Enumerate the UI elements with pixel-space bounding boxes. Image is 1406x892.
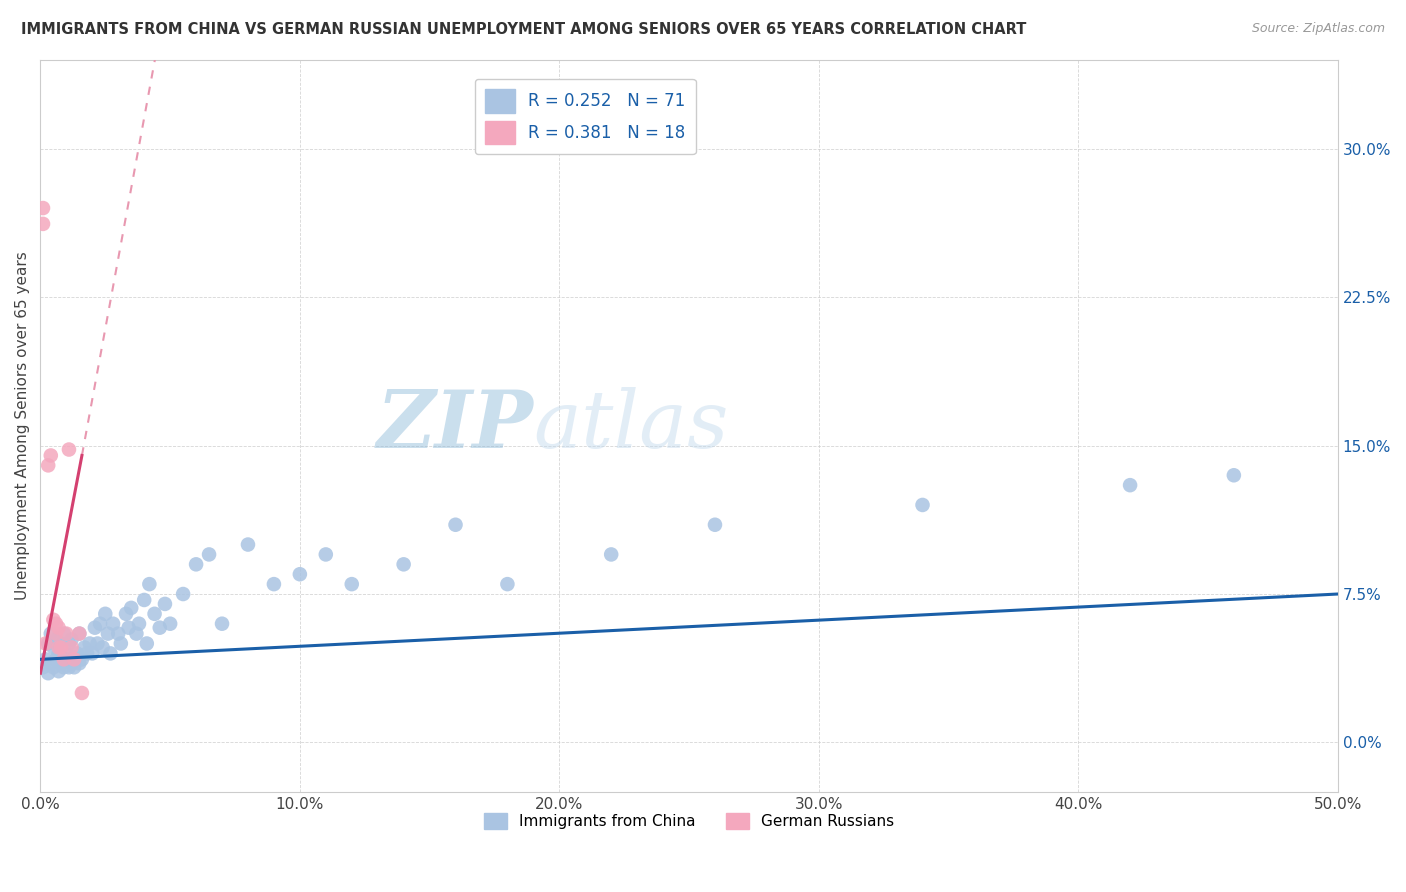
Point [143,607,166,621]
Point [39,449,62,463]
Point [39,626,62,640]
Text: Source: ZipAtlas.com: Source: ZipAtlas.com [1251,22,1385,36]
Text: atlas: atlas [533,387,728,465]
Point [83,621,105,635]
Point [58,442,80,457]
Point [70,686,93,700]
Point [39,657,62,671]
Point [63,652,86,666]
Point [198,548,221,562]
Point [138,577,160,591]
Point [1223,468,1246,483]
Point [45,632,67,647]
Point [60,657,83,671]
Point [97,626,120,640]
Point [67,657,90,671]
Point [63,650,86,665]
Y-axis label: Unemployment Among Seniors over 65 years: Unemployment Among Seniors over 65 years [15,252,30,600]
Point [1119,478,1142,492]
Point [70,652,93,666]
Point [48,640,70,655]
Point [45,652,67,666]
Point [911,498,934,512]
Point [340,577,363,591]
Point [211,616,233,631]
Point [32,217,55,231]
Point [37,636,59,650]
Point [79,636,101,650]
Point [496,577,519,591]
Point [51,640,73,655]
Point [392,558,415,572]
Point [101,616,124,631]
Text: ZIP: ZIP [377,387,533,465]
Point [76,647,98,661]
Point [159,616,181,631]
Point [55,647,77,661]
Point [37,458,59,473]
Point [82,647,104,661]
Point [60,640,83,655]
Point [67,626,90,640]
Point [315,548,337,562]
Point [89,616,111,631]
Point [48,664,70,678]
Point [52,652,75,666]
Point [52,626,75,640]
Point [125,626,148,640]
Point [60,632,83,647]
Point [704,517,727,532]
Point [100,647,122,661]
Point [73,640,96,655]
Point [42,613,65,627]
Point [134,593,156,607]
Point [153,597,176,611]
Point [172,587,194,601]
Point [86,636,108,650]
Point [32,201,55,215]
Point [48,647,70,661]
Legend: Immigrants from China, German Russians: Immigrants from China, German Russians [478,807,900,836]
Point [91,640,114,655]
Point [184,558,207,572]
Point [32,660,55,674]
Point [51,657,73,671]
Point [110,636,132,650]
Point [288,567,311,582]
Point [115,607,138,621]
Point [263,577,285,591]
Point [55,652,77,666]
Point [34,652,56,666]
Point [58,660,80,674]
Point [63,660,86,674]
Point [34,636,56,650]
Point [94,607,117,621]
Point [135,636,157,650]
Point [149,621,172,635]
Point [107,626,129,640]
Point [117,621,139,635]
Point [48,621,70,635]
Point [600,548,623,562]
Point [42,640,65,655]
Text: IMMIGRANTS FROM CHINA VS GERMAN RUSSIAN UNEMPLOYMENT AMONG SENIORS OVER 65 YEARS: IMMIGRANTS FROM CHINA VS GERMAN RUSSIAN … [21,22,1026,37]
Point [45,626,67,640]
Point [37,666,59,681]
Point [128,616,150,631]
Point [444,517,467,532]
Point [55,626,77,640]
Point [42,660,65,674]
Point [45,616,67,631]
Point [52,660,75,674]
Point [120,600,142,615]
Point [51,636,73,650]
Point [67,626,90,640]
Point [58,636,80,650]
Point [236,537,259,551]
Point [66,647,89,661]
